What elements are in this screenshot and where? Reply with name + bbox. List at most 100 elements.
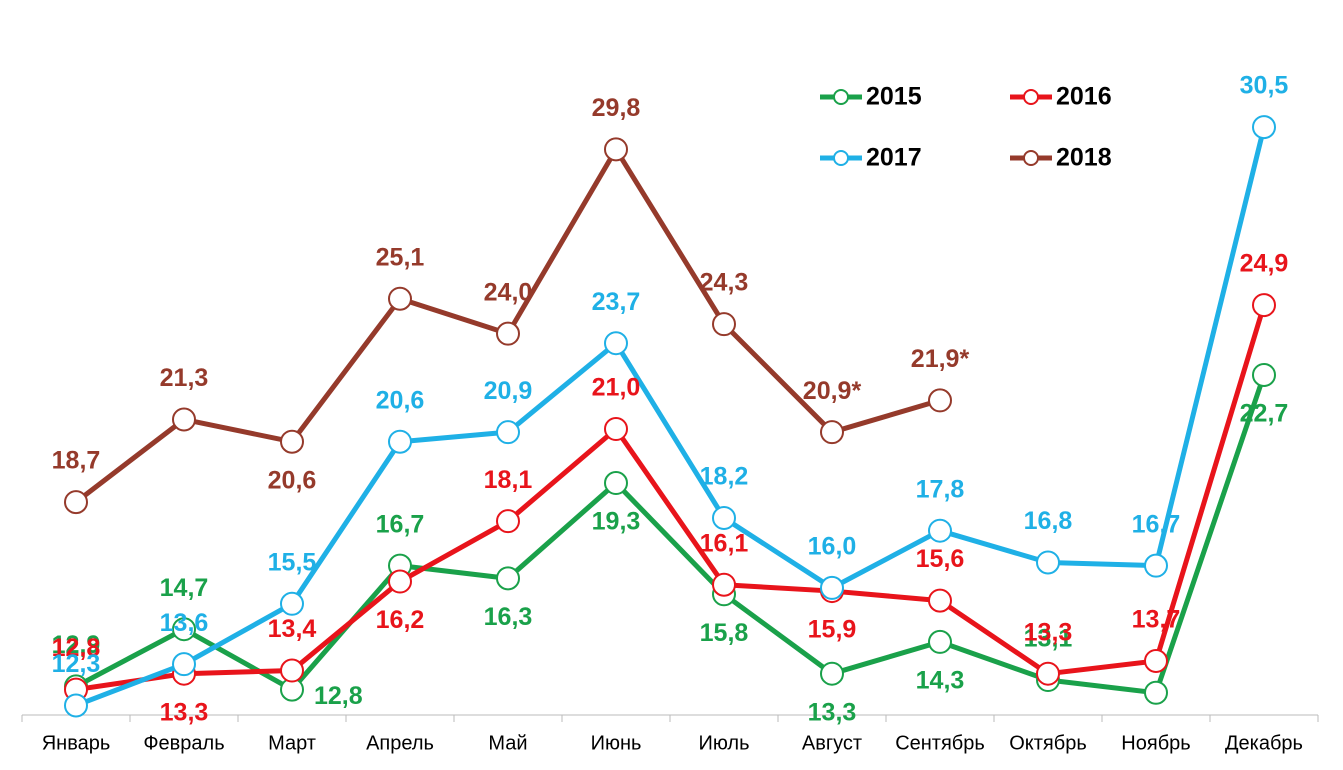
data-point xyxy=(928,388,952,413)
data-label: 12,8 xyxy=(314,682,363,710)
data-point xyxy=(496,566,520,591)
x-tick-label: Июнь xyxy=(591,732,642,754)
data-point xyxy=(388,429,412,454)
x-tick-label: Июль xyxy=(698,732,749,754)
data-point xyxy=(64,693,88,718)
data-label: 20,9* xyxy=(803,377,862,405)
x-tick-label: Январь xyxy=(42,732,111,754)
data-point xyxy=(820,420,844,445)
legend-label: 2017 xyxy=(866,144,922,172)
x-tick-label: Октябрь xyxy=(1009,732,1087,754)
data-label: 13,4 xyxy=(268,615,317,643)
data-label: 19,3 xyxy=(592,508,641,536)
data-point xyxy=(172,652,196,677)
x-tick-label: Май xyxy=(488,732,527,754)
series-line xyxy=(74,374,1267,696)
data-point xyxy=(604,331,628,356)
x-tick-label: Февраль xyxy=(143,732,224,754)
data-label: 23,7 xyxy=(592,288,641,316)
data-point xyxy=(928,629,952,654)
data-point xyxy=(388,286,412,311)
data-label: 15,6 xyxy=(916,545,965,573)
data-label: 12,8 xyxy=(52,634,101,662)
data-point xyxy=(64,490,88,515)
data-point xyxy=(820,661,844,686)
data-label: 21,0 xyxy=(592,374,641,402)
data-label: 21,3 xyxy=(160,364,209,392)
data-label: 13,3 xyxy=(1024,618,1073,646)
data-point xyxy=(1252,293,1276,318)
x-tick-label: Ноябрь xyxy=(1121,732,1190,754)
data-label: 20,6 xyxy=(268,466,317,494)
data-label: 15,8 xyxy=(700,619,749,647)
data-point xyxy=(280,591,304,616)
data-label: 18,7 xyxy=(52,447,101,475)
data-label: 30,5 xyxy=(1240,72,1289,100)
data-point xyxy=(1144,553,1168,578)
data-label: 12,9 xyxy=(52,631,101,659)
data-point xyxy=(712,312,736,337)
data-point xyxy=(1036,550,1060,575)
data-label: 16,8 xyxy=(1024,507,1073,535)
data-label: 17,8 xyxy=(916,475,965,503)
data-label: 12,3 xyxy=(52,650,101,678)
data-label: 20,9 xyxy=(484,377,533,405)
x-tick-label: Декабрь xyxy=(1225,732,1303,754)
x-tick-label: Сентябрь xyxy=(895,732,985,754)
data-label: 16,7 xyxy=(376,510,425,538)
data-point xyxy=(604,137,628,162)
data-label: 18,1 xyxy=(484,466,533,494)
legend-marker xyxy=(1023,89,1039,105)
data-label: 24,0 xyxy=(484,278,533,306)
data-label: 29,8 xyxy=(592,94,641,122)
data-point xyxy=(604,471,628,496)
data-point xyxy=(1252,115,1276,140)
data-label: 13,1 xyxy=(1024,625,1073,653)
data-label: 14,7 xyxy=(160,574,209,602)
data-label: 16,7 xyxy=(1132,510,1181,538)
x-tick-label: Апрель xyxy=(366,732,434,754)
legend-label: 2016 xyxy=(1056,83,1112,111)
legend-marker xyxy=(1023,150,1039,166)
data-label: 24,9 xyxy=(1240,250,1289,278)
data-point xyxy=(928,588,952,613)
data-label: 16,2 xyxy=(376,606,425,634)
data-point xyxy=(172,407,196,432)
x-tick-label: Март xyxy=(268,732,316,754)
data-point xyxy=(496,321,520,346)
data-point xyxy=(1144,680,1168,705)
data-point xyxy=(1144,648,1168,673)
data-point xyxy=(280,658,304,683)
data-point xyxy=(712,505,736,530)
data-point xyxy=(388,569,412,594)
data-label: 15,9 xyxy=(808,616,857,644)
data-label: 16,3 xyxy=(484,603,533,631)
data-label: 24,3 xyxy=(700,269,749,297)
legend-marker xyxy=(833,150,849,166)
data-point xyxy=(172,617,196,642)
data-label: 22,7 xyxy=(1240,400,1289,428)
data-label: 21,9* xyxy=(911,345,970,373)
data-label: 20,6 xyxy=(376,386,425,414)
data-label: 13,3 xyxy=(160,698,209,726)
legend-label: 2018 xyxy=(1056,144,1112,172)
data-point xyxy=(496,509,520,534)
data-point xyxy=(1252,362,1276,387)
legend-label: 2015 xyxy=(866,83,922,111)
data-label: 14,3 xyxy=(916,667,965,695)
data-label: 13,6 xyxy=(160,609,209,637)
data-point xyxy=(820,575,844,600)
series-line xyxy=(75,126,1267,708)
data-label: 13,3 xyxy=(808,698,857,726)
data-point xyxy=(496,420,520,445)
series-line xyxy=(75,304,1267,693)
data-point xyxy=(928,518,952,543)
data-point xyxy=(1036,661,1060,686)
data-label: 16,0 xyxy=(808,532,857,560)
data-point xyxy=(604,417,628,441)
data-label: 25,1 xyxy=(376,243,425,271)
data-point xyxy=(280,429,304,454)
legend-marker xyxy=(833,89,849,105)
data-point xyxy=(712,572,736,597)
